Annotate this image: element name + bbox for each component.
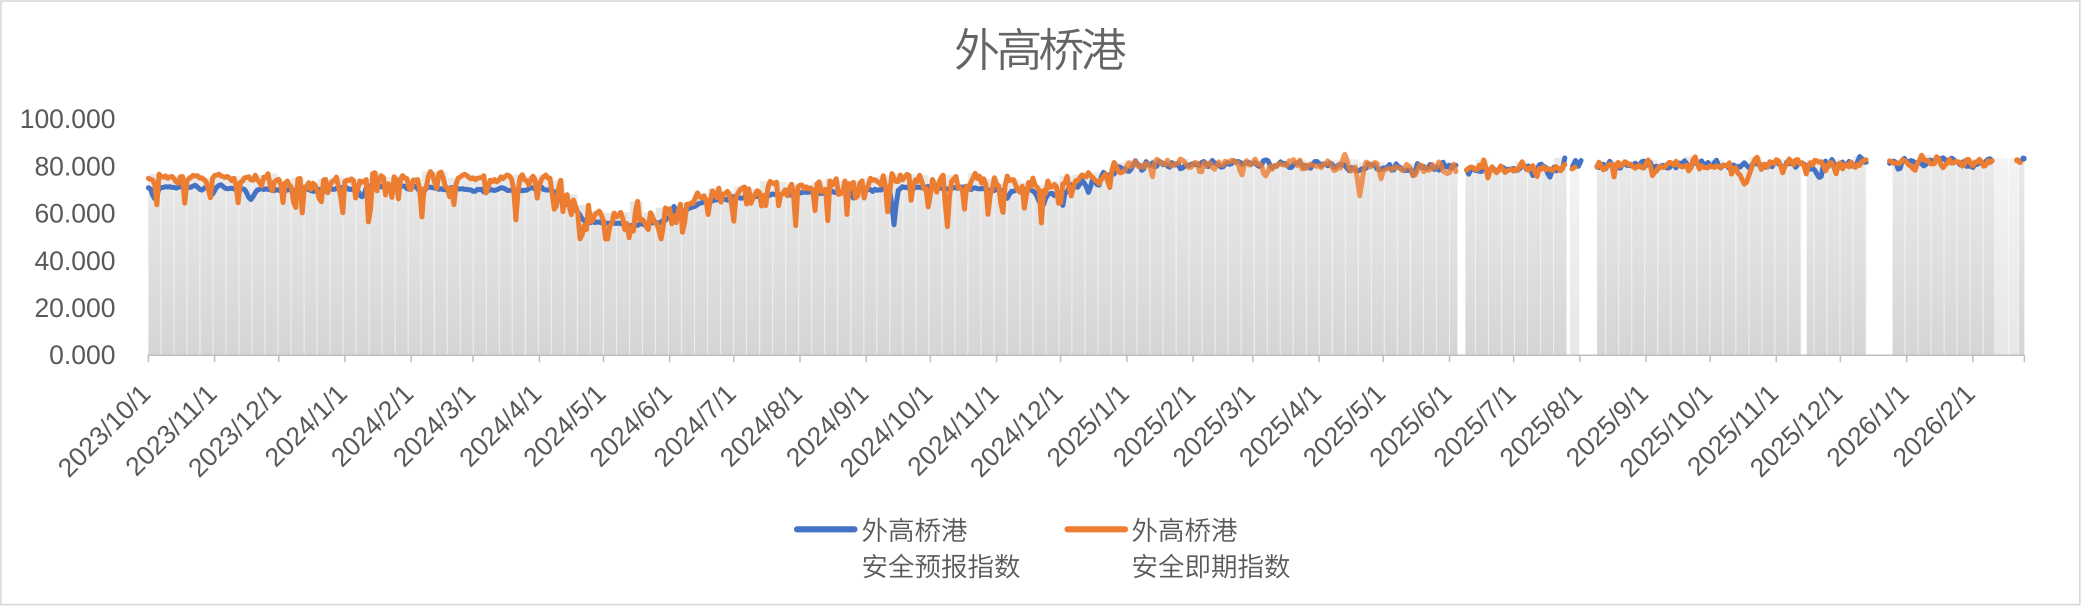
svg-text:20.000: 20.000 [34, 293, 115, 323]
svg-text:60.000: 60.000 [34, 199, 115, 229]
svg-text:80.000: 80.000 [34, 151, 115, 181]
svg-text:100.000: 100.000 [20, 104, 116, 134]
svg-text:40.000: 40.000 [34, 246, 115, 276]
svg-text:0.000: 0.000 [49, 340, 115, 370]
